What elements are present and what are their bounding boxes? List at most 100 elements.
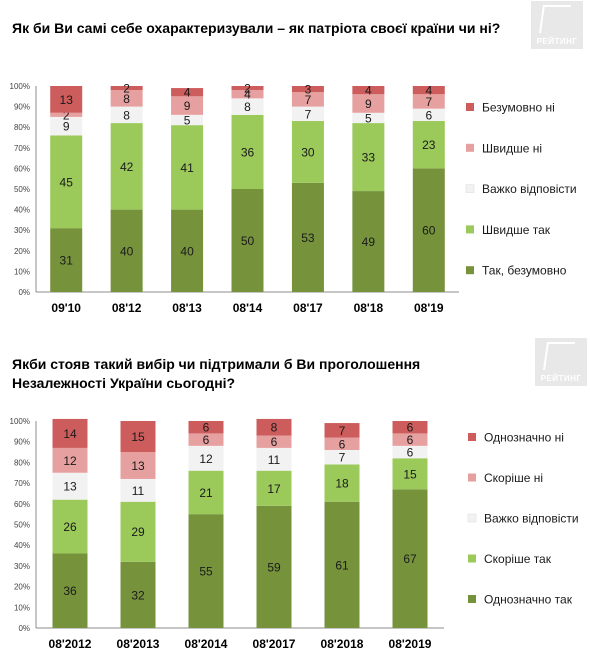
y-tick-label: 10% — [14, 267, 30, 276]
bar-segment — [392, 458, 428, 490]
legend-label: Однозначно так — [484, 593, 573, 607]
bar-segment — [412, 86, 445, 95]
legend-swatch — [466, 225, 474, 234]
data-label: 6 — [407, 446, 414, 460]
data-label: 4 — [244, 88, 251, 102]
data-label: 53 — [301, 231, 315, 245]
data-label: 5 — [184, 113, 191, 127]
data-label: 7 — [305, 107, 312, 121]
bar-segment — [392, 421, 428, 434]
data-label: 12 — [199, 452, 213, 466]
y-tick-label: 30% — [14, 226, 30, 235]
bar-segment — [50, 228, 83, 292]
bar-segment — [52, 553, 88, 628]
data-label: 13 — [63, 480, 77, 494]
data-label: 11 — [132, 484, 145, 498]
legend-label: Скоріше так — [484, 552, 552, 566]
data-label: 9 — [63, 120, 70, 134]
bar-segment — [188, 470, 224, 515]
data-label: 7 — [425, 95, 432, 109]
y-tick-label: 50% — [14, 185, 30, 194]
bar-segment — [188, 433, 224, 446]
data-label: 18 — [335, 477, 349, 491]
data-label: 12 — [63, 454, 77, 468]
bar-segment — [171, 96, 204, 115]
data-label: 13 — [60, 93, 74, 107]
data-label: 67 — [403, 552, 417, 566]
bar-segment — [110, 123, 143, 210]
y-tick-label: 50% — [14, 521, 30, 530]
legend-label: Так, безумовно — [482, 264, 567, 278]
y-tick-label: 80% — [14, 123, 30, 132]
data-label: 6 — [425, 108, 432, 122]
bar-segment — [291, 182, 324, 292]
y-tick-label: 70% — [14, 144, 30, 153]
data-label: 8 — [123, 92, 130, 106]
y-tick-label: 0% — [18, 288, 30, 297]
data-label: 9 — [184, 99, 191, 113]
bar-segment — [392, 445, 428, 459]
bar-segment — [231, 86, 264, 91]
y-tick-label: 40% — [14, 541, 30, 550]
bar-segment — [231, 114, 264, 189]
y-tick-label: 90% — [14, 438, 30, 447]
y-tick-label: 70% — [14, 479, 30, 488]
bar-segment — [412, 168, 445, 292]
bar-segment — [256, 447, 292, 471]
bar-segment — [352, 112, 385, 124]
data-label: 7 — [305, 93, 312, 107]
y-tick-label: 30% — [14, 562, 30, 571]
legend-label: Швидше ні — [482, 141, 542, 155]
bar-segment — [52, 499, 88, 554]
x-tick-label: 08'19 — [414, 301, 444, 315]
data-label: 4 — [184, 86, 191, 100]
data-label: 21 — [199, 486, 213, 500]
legend-label: Важко відповісти — [484, 512, 579, 526]
bar-segment — [110, 90, 143, 107]
bar-segment — [110, 209, 143, 292]
data-label: 11 — [268, 453, 281, 467]
legend-swatch — [465, 184, 475, 193]
bar-segment — [171, 114, 204, 126]
legend-swatch — [466, 143, 474, 152]
data-label: 14 — [63, 427, 77, 441]
bar-segment — [110, 86, 143, 91]
x-tick-label: 08'2019 — [389, 637, 432, 651]
data-label: 49 — [362, 235, 376, 249]
x-tick-label: 08'2013 — [117, 637, 160, 651]
data-label: 8 — [271, 421, 278, 435]
legend-label: Важко відповісти — [482, 182, 577, 196]
data-label: 3 — [305, 83, 312, 97]
x-tick-label: 08'2017 — [253, 637, 296, 651]
bar-segment — [120, 452, 156, 479]
data-label: 6 — [339, 437, 346, 451]
bar-segment — [291, 86, 324, 93]
bar-segment — [188, 445, 224, 471]
bar-segment — [324, 501, 360, 628]
data-label: 32 — [131, 588, 145, 602]
data-label: 41 — [180, 161, 194, 175]
data-label: 31 — [60, 254, 74, 268]
bar-segment — [52, 447, 88, 473]
bar-segment — [291, 92, 324, 107]
x-tick-label: 08'14 — [233, 301, 263, 315]
rating-logo: РЕЙТИНГ — [535, 338, 587, 386]
bar-segment — [50, 112, 83, 117]
bar-segment — [52, 418, 88, 448]
data-label: 7 — [339, 451, 346, 465]
legend-label: Безумовно ні — [482, 101, 555, 115]
data-label: 9 — [365, 97, 372, 111]
data-label: 13 — [131, 459, 145, 473]
data-label: 15 — [131, 430, 145, 444]
legend-swatch — [467, 513, 477, 523]
legend-swatch — [468, 433, 476, 441]
data-label: 17 — [267, 482, 281, 496]
data-label: 2 — [123, 82, 130, 96]
data-label: 36 — [63, 584, 77, 598]
data-label: 4 — [365, 84, 372, 98]
data-label: 6 — [407, 421, 414, 435]
bar-segment — [110, 106, 143, 124]
chart-title: Як би Ви самі себе охарактеризували – як… — [12, 20, 501, 36]
y-tick-label: 60% — [14, 500, 30, 509]
logo-text: РЕЙТИНГ — [540, 374, 582, 383]
